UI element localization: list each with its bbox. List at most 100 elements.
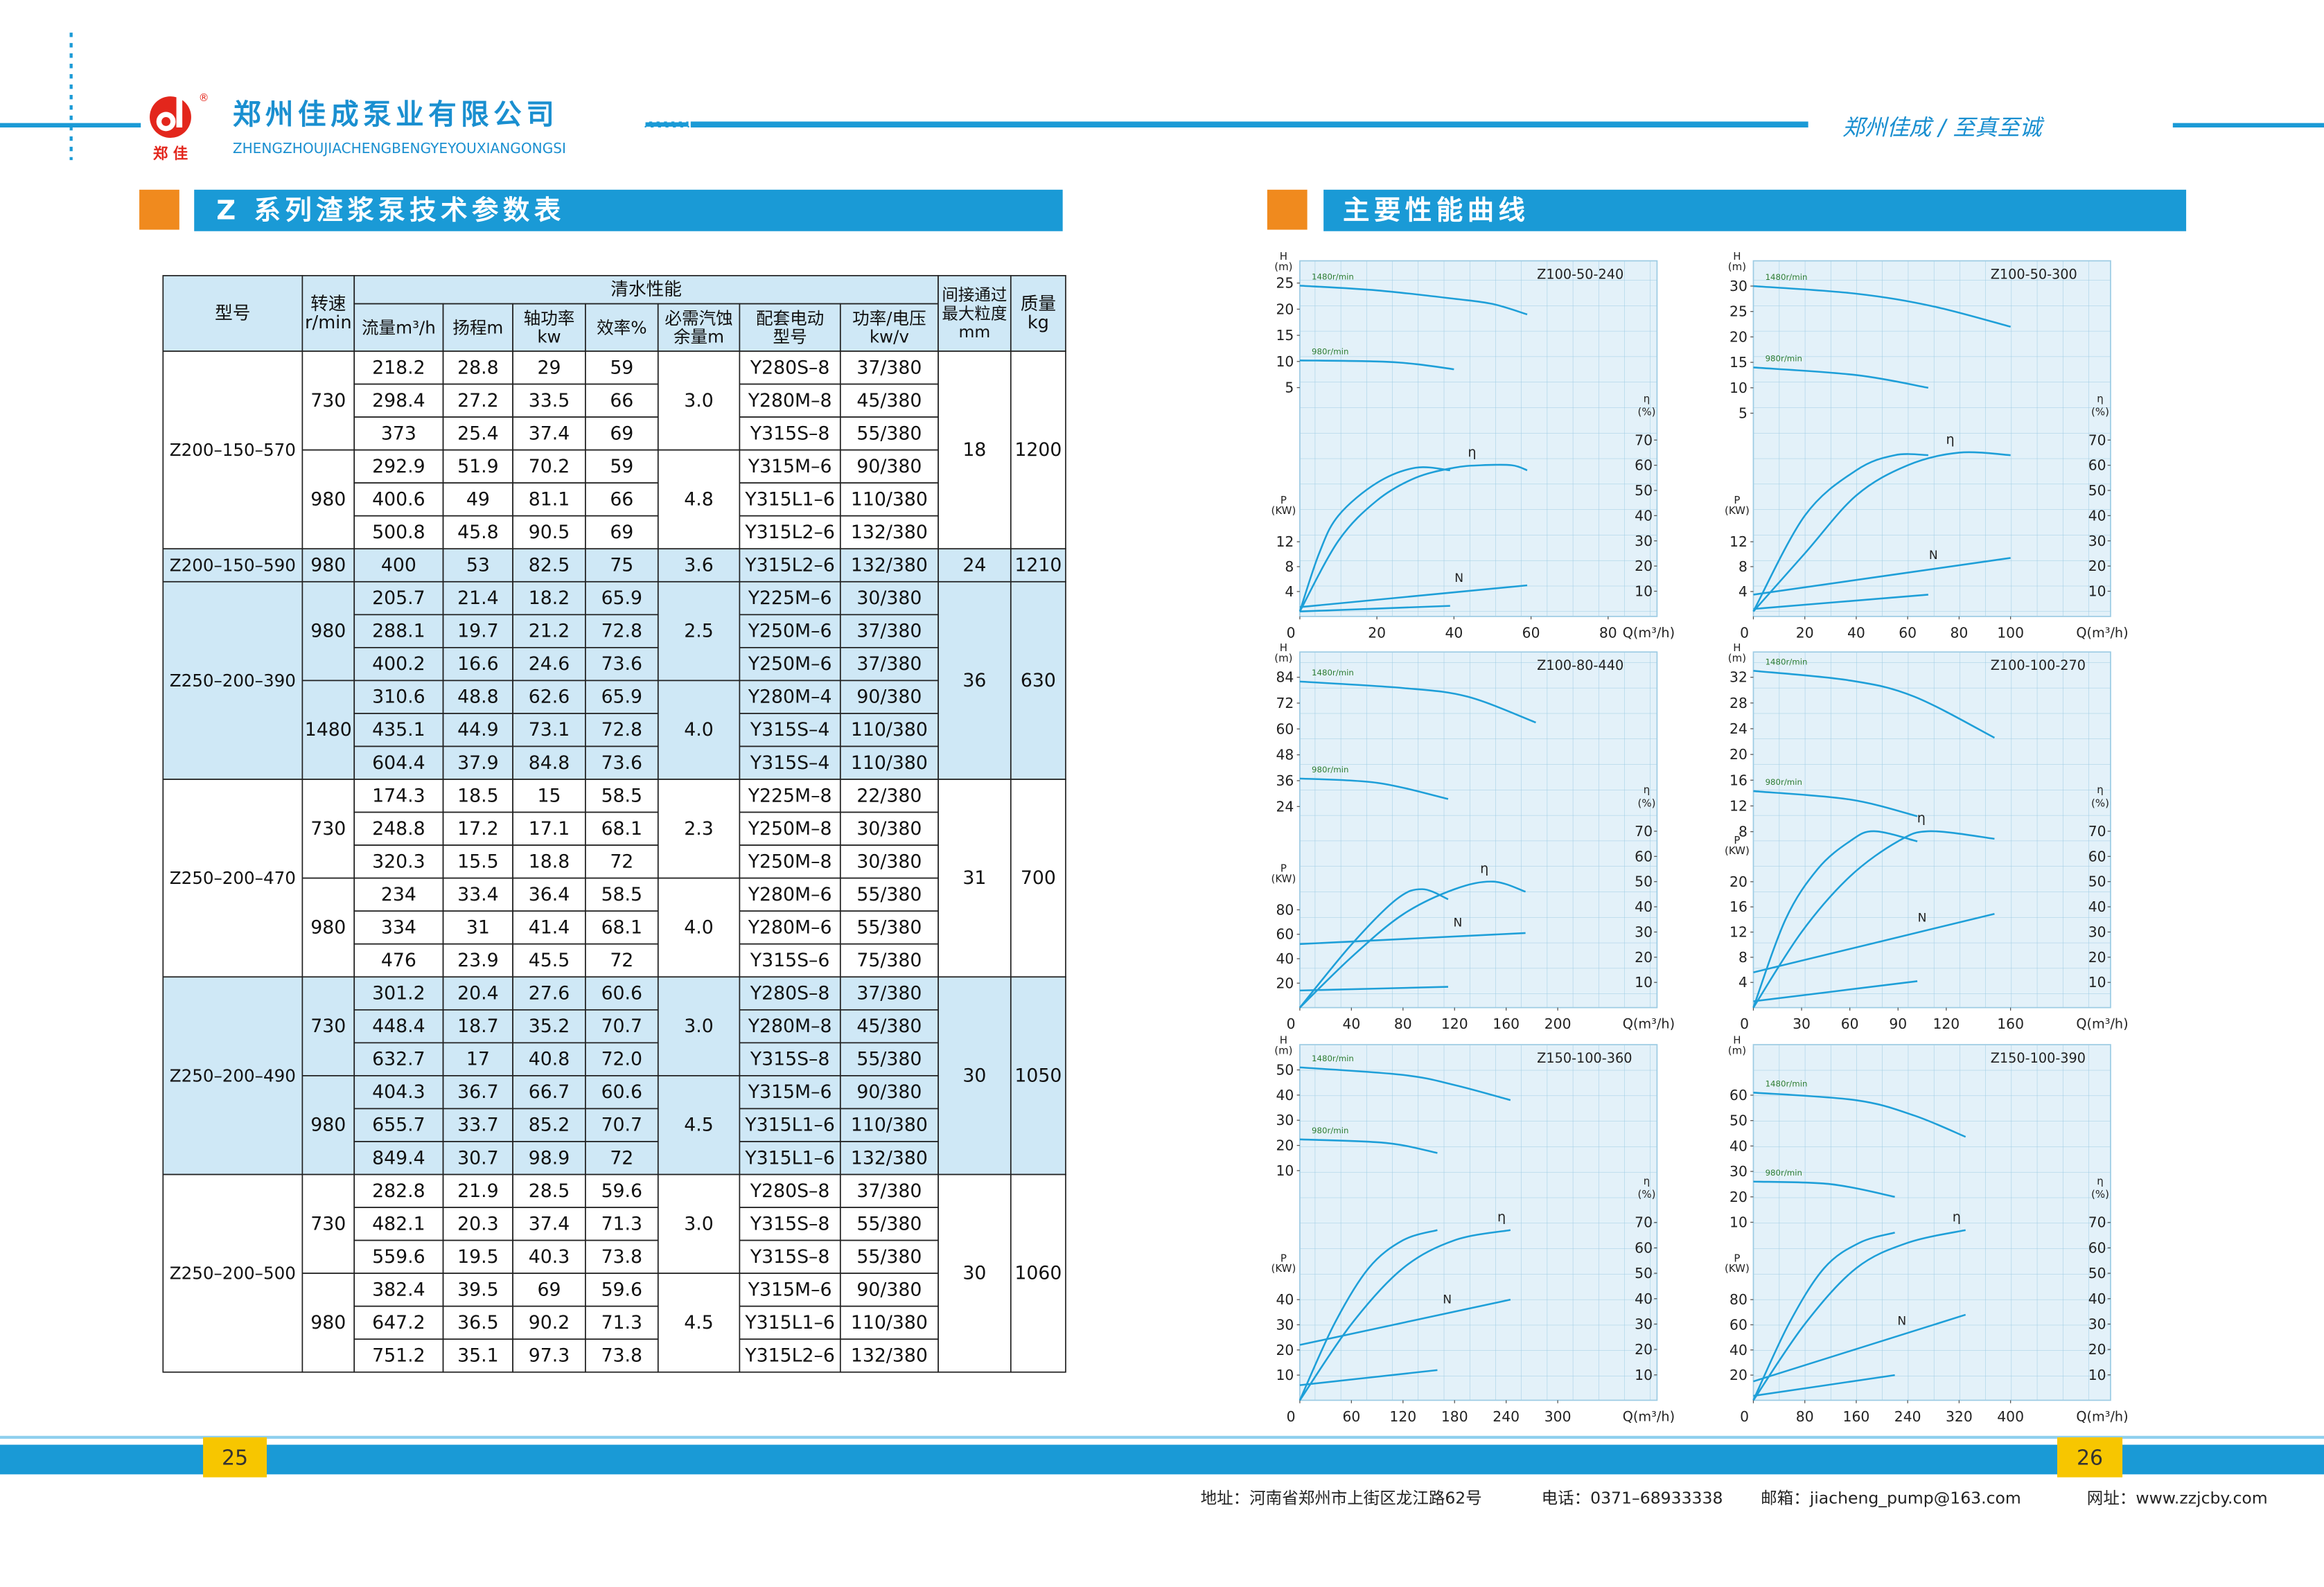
cell-text: 218.2 bbox=[372, 357, 425, 378]
section-bar bbox=[1323, 189, 2187, 231]
h-tick-label: 15 bbox=[1729, 354, 1748, 371]
axis-label: η bbox=[1644, 783, 1650, 796]
cell-text: 17.2 bbox=[457, 818, 499, 840]
cell-text: Y225M–6 bbox=[748, 587, 832, 609]
table-cell bbox=[839, 482, 939, 517]
cell-text: Y315L1–6 bbox=[744, 1312, 835, 1333]
cell-text: Y315S–4 bbox=[750, 719, 830, 741]
table-cell bbox=[353, 1141, 444, 1176]
p-tick-label: 40 bbox=[1729, 1342, 1748, 1358]
h-tick-label: 20 bbox=[1729, 746, 1748, 763]
cell-text: 73.1 bbox=[529, 719, 570, 741]
table-cell bbox=[839, 614, 939, 648]
table-cell bbox=[585, 1009, 659, 1044]
header-label: 效率% bbox=[597, 317, 647, 337]
header-rule bbox=[690, 121, 1808, 128]
cell-text: 110/380 bbox=[851, 1115, 928, 1136]
cell-text: 55/380 bbox=[856, 423, 922, 444]
table-cell bbox=[585, 1108, 659, 1142]
eta-tick-label: 30 bbox=[1635, 923, 1653, 940]
table-cell bbox=[353, 877, 444, 912]
cell-text: 3.0 bbox=[684, 1213, 713, 1234]
p-tick-label: 16 bbox=[1729, 898, 1748, 915]
axis-label: η bbox=[2097, 392, 2104, 405]
h-tick-label: 28 bbox=[1729, 695, 1748, 711]
logo bbox=[150, 94, 191, 138]
cell-text: 18.7 bbox=[457, 1016, 499, 1037]
cell-text: 630 bbox=[1021, 670, 1056, 691]
cell-text: 37/380 bbox=[856, 1180, 922, 1202]
eta-tick-label: 20 bbox=[1635, 949, 1653, 966]
table-cell bbox=[739, 647, 841, 682]
cell-text: 37/380 bbox=[856, 653, 922, 675]
header-rule-dots bbox=[644, 121, 690, 129]
table-cell bbox=[512, 1239, 586, 1275]
table-cell bbox=[739, 779, 841, 813]
table-cell bbox=[839, 303, 939, 352]
cell-text: 24 bbox=[962, 555, 986, 576]
table-cell bbox=[1010, 351, 1066, 550]
eta-tick-label: 30 bbox=[2088, 533, 2106, 549]
power-curve bbox=[1299, 605, 1450, 612]
cell-text: 53 bbox=[466, 555, 490, 576]
p-tick-label: 20 bbox=[1276, 1342, 1294, 1358]
model-name: Z250–200–470 bbox=[170, 868, 296, 888]
p-tick-label: 12 bbox=[1276, 533, 1294, 550]
power-curve bbox=[1753, 1313, 1966, 1383]
n-label: N bbox=[1929, 549, 1938, 562]
table-cell bbox=[442, 548, 513, 583]
axis-label: (m) bbox=[1728, 260, 1746, 273]
cell-text: 36.4 bbox=[529, 884, 570, 905]
table-cell bbox=[585, 351, 659, 385]
x-tick-label: 0 bbox=[1740, 1408, 1749, 1425]
header-label: 最大粒度 bbox=[942, 303, 1007, 323]
footer-website: 网址：www.zzjcby.com bbox=[2087, 1489, 2268, 1508]
table-cell bbox=[839, 449, 939, 484]
p-tick-label: 4 bbox=[1738, 974, 1748, 991]
head-curve bbox=[1753, 670, 1996, 739]
table-cell bbox=[512, 647, 586, 682]
p-tick-label: 60 bbox=[1729, 1316, 1748, 1333]
table-cell bbox=[512, 1141, 586, 1176]
cell-text: 1210 bbox=[1014, 555, 1062, 576]
h-tick-label: 5 bbox=[1738, 405, 1748, 421]
x-tick-label: 20 bbox=[1368, 624, 1386, 641]
h-tick-label: 84 bbox=[1276, 669, 1294, 686]
eta-tick-label: 60 bbox=[2088, 1239, 2106, 1256]
table-cell bbox=[739, 580, 841, 616]
table-cell bbox=[839, 1075, 939, 1110]
header-label: 流量m³/h bbox=[362, 317, 436, 337]
cell-text: 55/380 bbox=[856, 884, 922, 905]
cell-text: 66 bbox=[610, 488, 633, 510]
cell-text: Y280S–8 bbox=[750, 1180, 830, 1202]
page-number-box bbox=[2057, 1437, 2123, 1478]
table-cell bbox=[512, 779, 586, 813]
eta-tick-label: 60 bbox=[2088, 848, 2106, 865]
model-name: Z250–200–490 bbox=[170, 1065, 296, 1085]
cell-text: 730 bbox=[310, 1016, 346, 1037]
table-cell bbox=[512, 976, 586, 1011]
cell-text: 45/380 bbox=[856, 390, 922, 411]
header-label: r/min bbox=[305, 312, 352, 333]
table-cell bbox=[585, 515, 659, 550]
x-tick-label: 300 bbox=[1544, 1408, 1572, 1425]
table-cell bbox=[585, 811, 659, 846]
axis-label: η bbox=[1644, 1175, 1650, 1187]
axis-label: (%) bbox=[2091, 1188, 2109, 1200]
cell-text: 21.4 bbox=[457, 587, 499, 609]
h-tick-label: 30 bbox=[1276, 1112, 1294, 1128]
cell-text: 29 bbox=[538, 357, 561, 378]
axis-label: η bbox=[1644, 392, 1650, 405]
axis-label: (%) bbox=[1638, 406, 1656, 418]
cell-text: 36.5 bbox=[457, 1312, 499, 1333]
table-cell bbox=[585, 844, 659, 879]
axis-label: H bbox=[1733, 1034, 1741, 1047]
cell-text: 90/380 bbox=[856, 1081, 922, 1103]
speed-label: 1480r/min bbox=[1312, 668, 1354, 677]
h-tick-label: 8 bbox=[1738, 824, 1748, 840]
table-cell bbox=[585, 745, 659, 780]
h-tick-label: 72 bbox=[1276, 695, 1294, 711]
table-cell bbox=[585, 976, 659, 1011]
cell-text: 3.0 bbox=[684, 1016, 713, 1037]
